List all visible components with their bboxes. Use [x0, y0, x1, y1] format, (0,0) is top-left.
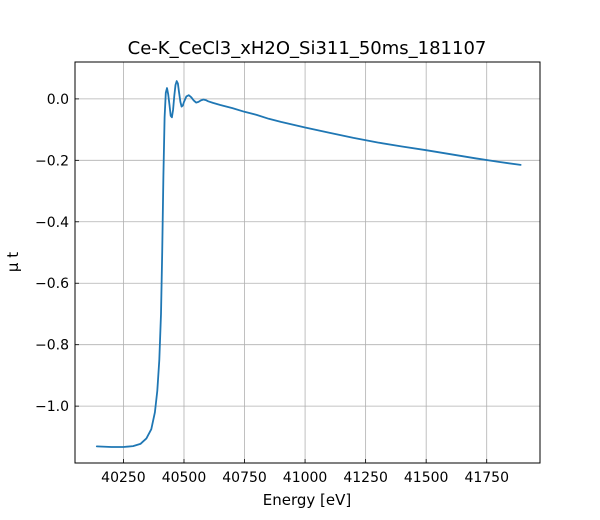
x-tick-label: 40750	[222, 470, 267, 486]
x-tick-label: 41500	[404, 470, 449, 486]
x-tick-label: 40500	[162, 470, 207, 486]
y-tick-label: 0.0	[47, 92, 69, 108]
grid	[75, 62, 540, 463]
series-line	[95, 80, 522, 448]
plot-frame	[74, 61, 541, 464]
x-tick-label: 41250	[343, 470, 388, 486]
y-tick-label: −0.4	[35, 215, 69, 231]
x-axis-label: Energy [eV]	[263, 491, 351, 509]
x-tick-label: 41750	[464, 470, 509, 486]
x-tick-label: 41000	[283, 470, 328, 486]
y-tick-label: −1.0	[35, 399, 69, 415]
y-axis-label: μ t	[4, 252, 22, 272]
y-tick-label: −0.8	[35, 338, 69, 354]
series-layer	[95, 80, 522, 448]
y-tick-label: −0.6	[35, 276, 69, 292]
ticks: 40250 40500 40750 41000 41250 41500 41750 0.0 −0…	[35, 92, 509, 486]
chart-title: Ce-K_CeCl3_xH2O_Si311_50ms_181107	[128, 38, 487, 59]
x-tick-label: 40250	[101, 470, 146, 486]
y-tick-label: −0.2	[35, 153, 69, 169]
